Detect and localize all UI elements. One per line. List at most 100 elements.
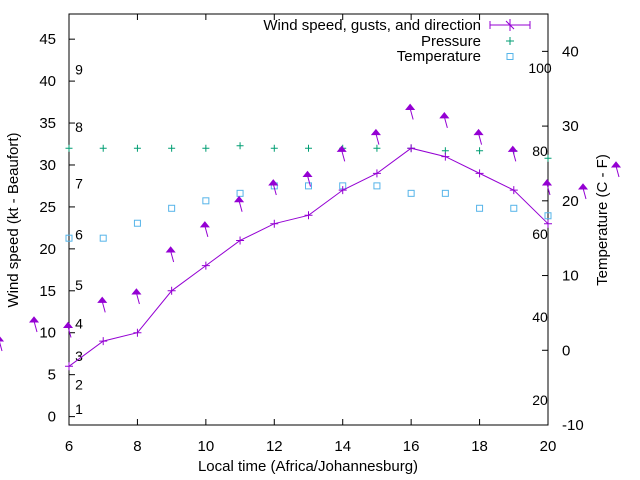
beaufort-label: 9 xyxy=(75,61,83,77)
gust-arrow-head xyxy=(165,246,176,253)
gust-arrow xyxy=(28,316,40,333)
gust-arrow-shaft xyxy=(341,150,346,162)
gust-arrow xyxy=(62,321,74,338)
wind-speed-point xyxy=(475,169,484,178)
gust-arrow xyxy=(405,103,416,120)
legend-swatch-temperature xyxy=(506,53,514,60)
y-left-tick-label: 0 xyxy=(48,409,56,426)
x-tick-label: 16 xyxy=(403,438,420,455)
y-right-axis-label: Temperature (C - F) xyxy=(594,154,611,286)
beaufort-scale: 1 2 3 4 5 6 7 8 9 xyxy=(75,61,83,417)
beaufort-label: 3 xyxy=(75,348,83,364)
legend-label-temperature: Temperature xyxy=(397,48,481,65)
pressure-point xyxy=(133,144,141,152)
gust-arrow xyxy=(541,179,553,196)
y-left-tick-label: 10 xyxy=(39,325,56,342)
y-left-tick-label: 5 xyxy=(48,367,56,384)
gust-arrow-shaft xyxy=(582,187,587,200)
y-left-tick-label: 35 xyxy=(39,115,56,132)
gust-arrow-shaft xyxy=(67,326,72,338)
pressure-point xyxy=(236,142,244,150)
beaufort-label: 2 xyxy=(75,377,83,393)
gust-arrow xyxy=(610,161,622,178)
pressure-point xyxy=(476,147,484,155)
gust-arrow-shaft xyxy=(170,250,175,263)
gust-arrow-head xyxy=(439,112,450,119)
gust-arrow-head xyxy=(610,161,622,168)
gust-arrow-shaft xyxy=(546,183,551,196)
y-left-tick-label: 45 xyxy=(39,31,56,48)
beaufort-label: 8 xyxy=(75,119,83,135)
wind-speed-point xyxy=(304,211,313,220)
gust-arrow-shaft xyxy=(478,133,483,145)
y-left-tick-label: 40 xyxy=(39,73,56,90)
temperature-point xyxy=(236,189,244,197)
gust-arrow-head xyxy=(370,128,381,136)
x-axis-label: Local time (Africa/Johannesburg) xyxy=(198,458,418,475)
gust-arrow-head xyxy=(0,336,5,342)
temperature-point xyxy=(133,219,141,227)
temperature-point xyxy=(168,204,176,212)
gust-arrow xyxy=(165,246,176,263)
fahrenheit-label: 60 xyxy=(532,226,548,242)
gust-arrow-shaft xyxy=(307,175,311,187)
gust-arrow xyxy=(234,195,245,212)
gust-arrow-head xyxy=(577,183,589,190)
pressure-point xyxy=(202,144,210,152)
temperature-point xyxy=(407,189,415,197)
fahrenheit-label: 100 xyxy=(528,60,552,76)
gust-arrow xyxy=(577,183,589,200)
gust-arrow-shaft xyxy=(272,183,277,196)
gust-arrow-head xyxy=(28,316,40,323)
wind-speed-point xyxy=(372,169,381,178)
y-left-tick-label: 25 xyxy=(39,199,56,216)
gust-arrow-head xyxy=(268,179,279,186)
gust-arrow-shaft xyxy=(238,200,243,212)
gust-arrow xyxy=(507,145,518,162)
gust-arrow xyxy=(439,112,450,128)
gust-arrow-head xyxy=(62,321,74,329)
gust-arrow-head xyxy=(97,296,108,303)
pressure-point xyxy=(305,144,312,152)
gust-arrow-shaft xyxy=(101,301,106,313)
gust-arrow xyxy=(336,145,347,162)
gust-arrow-shaft xyxy=(0,341,3,352)
wind-speed-point xyxy=(99,337,108,346)
legend-label-pressure: Pressure xyxy=(421,33,481,50)
temperature-point xyxy=(202,197,210,205)
y-right-tick-label: 10 xyxy=(562,268,579,285)
fahrenheit-label: 20 xyxy=(532,392,548,408)
gust-arrow-head xyxy=(541,179,553,186)
wind-speed-point xyxy=(509,186,518,195)
legend-swatch-pressure xyxy=(506,37,514,45)
x-tick-label: 20 xyxy=(540,438,557,455)
y-right-tick-label: 20 xyxy=(562,193,579,210)
gust-arrow-shaft xyxy=(512,150,517,162)
gust-arrow-shaft xyxy=(615,165,620,178)
y-right-axis: -10 0 10 20 30 40 xyxy=(542,43,584,434)
y-left-axis: 0 5 10 15 20 25 30 35 40 45 xyxy=(39,31,75,426)
x-tick-label: 6 xyxy=(65,438,73,455)
gust-arrow-head xyxy=(302,170,313,178)
y-right-tick-label: -10 xyxy=(562,417,584,434)
pressure-point xyxy=(270,144,278,152)
gust-arrow xyxy=(0,336,5,352)
gust-arrow-head xyxy=(473,128,484,136)
gust-arrow-head xyxy=(405,103,416,110)
fahrenheit-scale: 20 40 60 80 100 xyxy=(528,60,552,408)
x-axis: 6 8 10 12 14 16 18 20 xyxy=(65,14,557,455)
legend: Wind speed, gusts, and direction Pressur… xyxy=(263,17,531,65)
x-tick-label: 8 xyxy=(133,438,141,455)
fahrenheit-label: 80 xyxy=(532,143,548,159)
x-tick-label: 10 xyxy=(198,438,215,455)
beaufort-label: 1 xyxy=(75,401,83,417)
gust-arrow-shaft xyxy=(375,133,380,145)
y-left-axis-label: Wind speed (kt - Beaufort) xyxy=(5,132,22,307)
gust-arrow-shaft xyxy=(409,108,414,120)
pressure-point xyxy=(168,144,176,152)
temperature-point xyxy=(305,182,312,190)
gust-arrow-shaft xyxy=(443,116,448,128)
legend-label-wind: Wind speed, gusts, and direction xyxy=(263,17,481,34)
gust-arrow-head xyxy=(234,195,245,203)
temperature-point xyxy=(99,234,107,242)
